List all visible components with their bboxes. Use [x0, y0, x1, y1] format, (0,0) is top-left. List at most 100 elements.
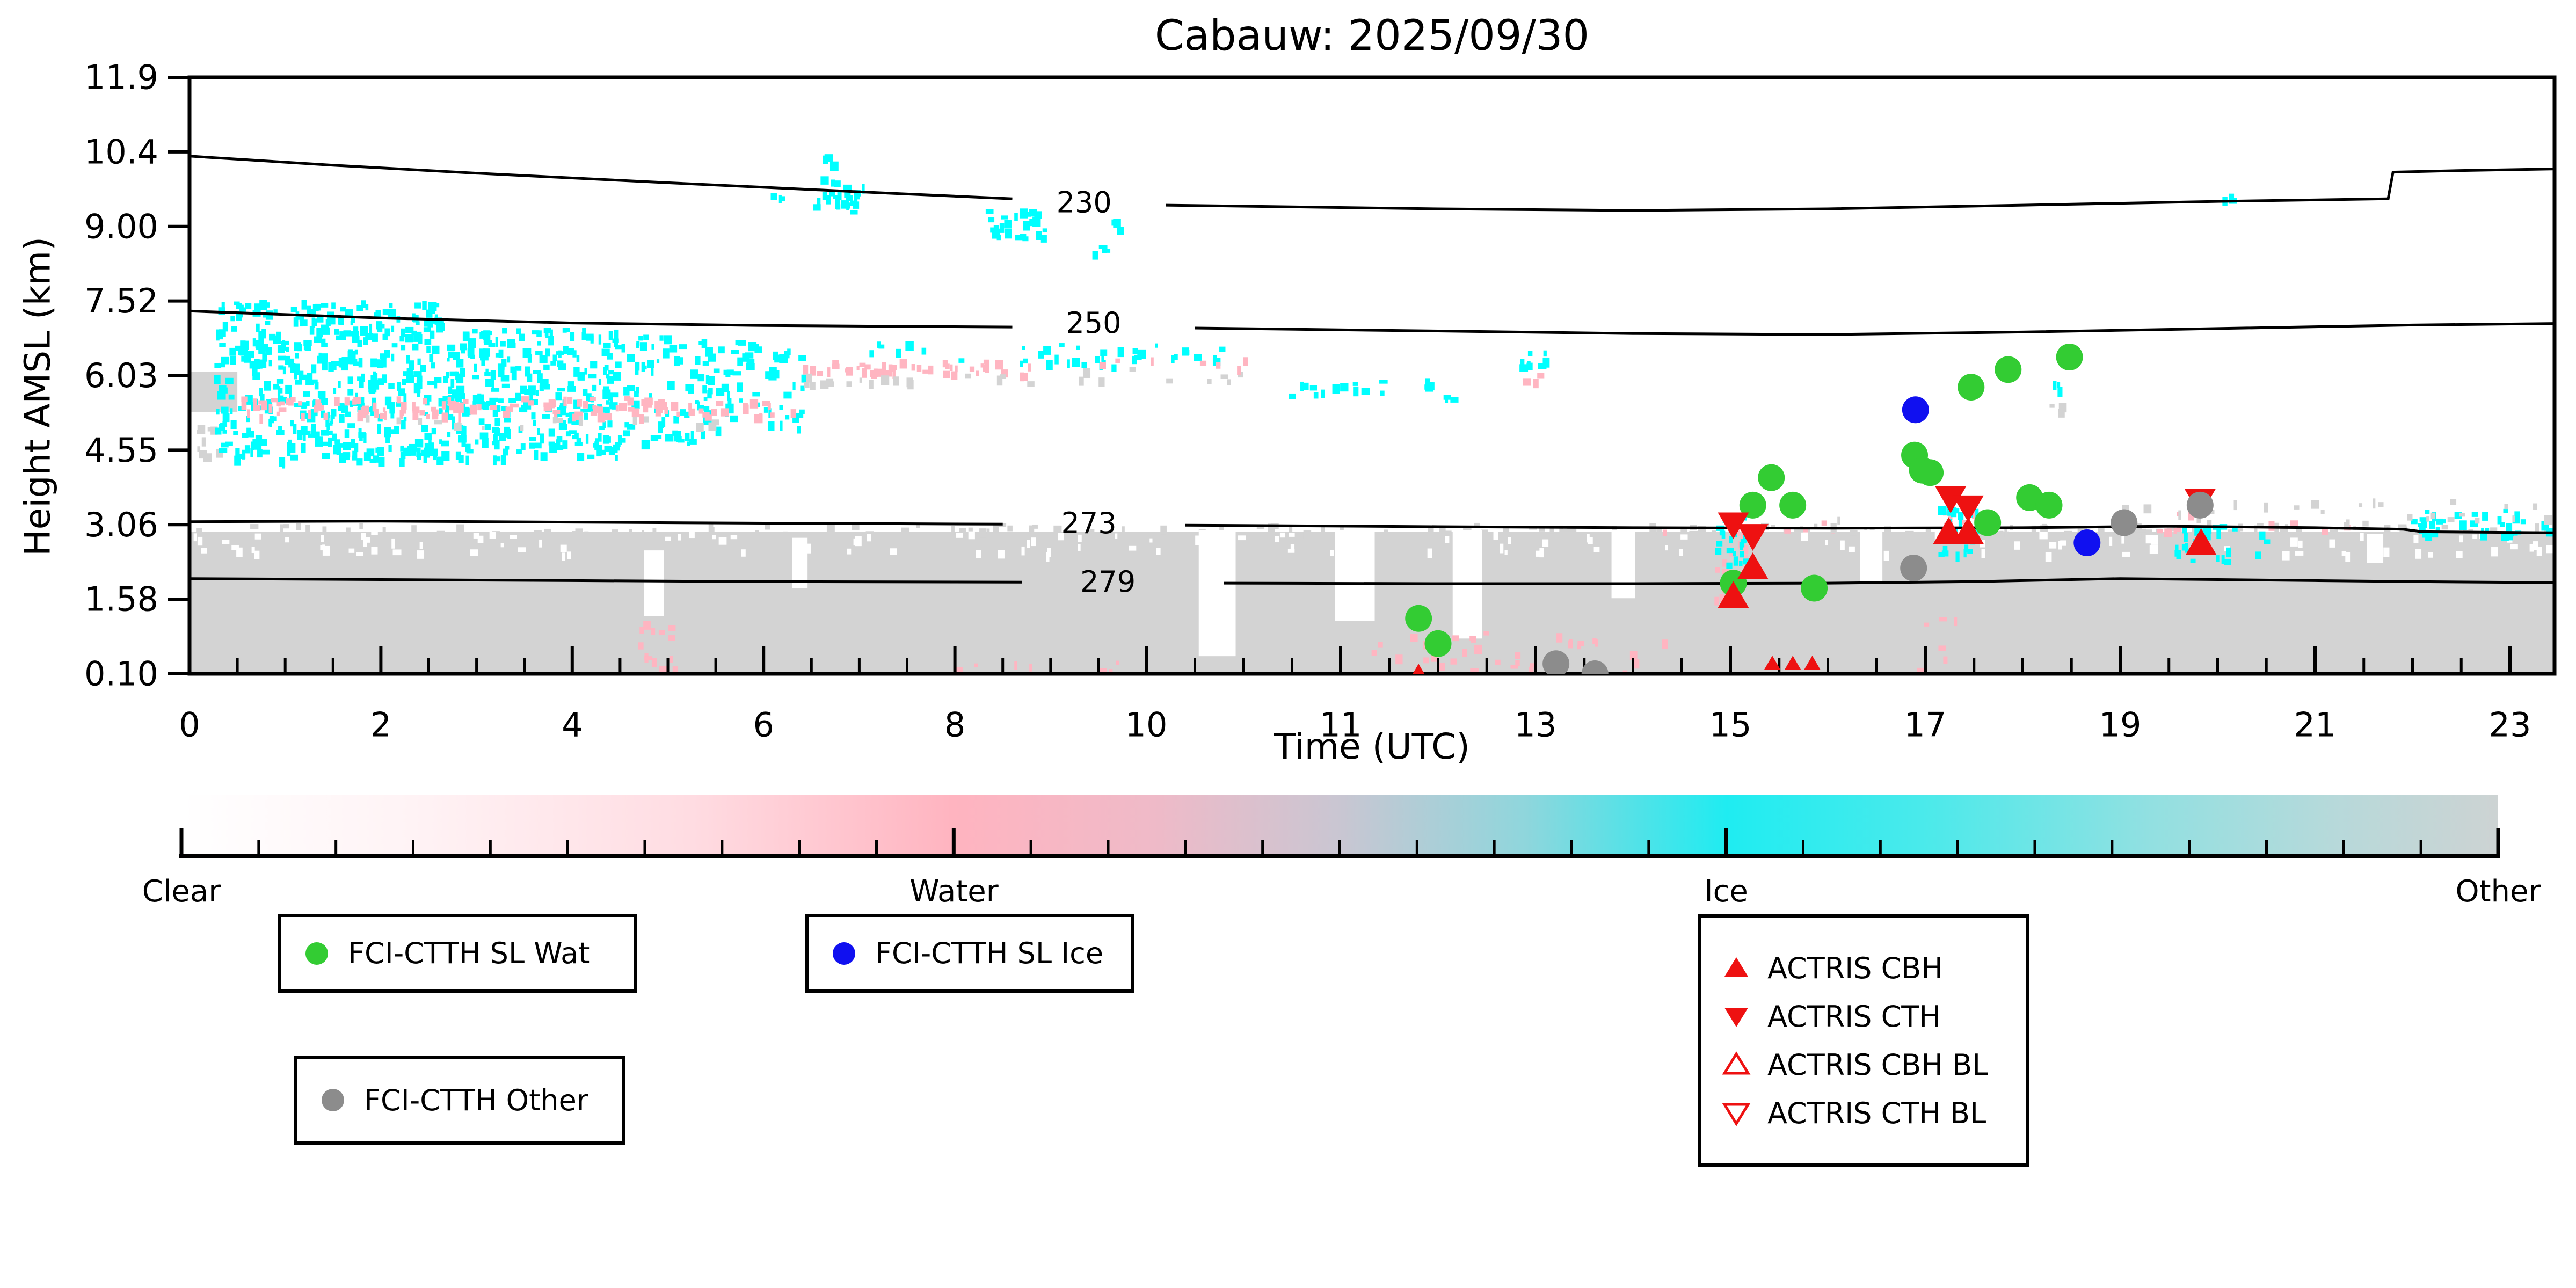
series-fci-ice [1902, 396, 2101, 557]
fci_wat-point [1758, 464, 1785, 491]
contour-label-279: 279 [1080, 565, 1136, 599]
contour-273 [1185, 523, 2555, 534]
legend-label-actris-cth-bl: ACTRIS CTH BL [1767, 1096, 1986, 1130]
cloud-patch-wat [241, 396, 797, 424]
actris_cbh-point [2185, 528, 2217, 555]
x-tick-label: 11 [1320, 705, 1362, 744]
cloud-patch-oth [804, 373, 1035, 391]
cloud-patch-ice [702, 340, 807, 437]
fci_wat-point [1801, 574, 1828, 602]
fci_wat-point [2035, 491, 2063, 519]
cloud-patch-oth [366, 415, 719, 432]
actris_cbh-point [1737, 552, 1769, 579]
cloud-patch-gap [2367, 534, 2384, 563]
legend-item-actris-cth: ACTRIS CTH [1719, 999, 2008, 1034]
colorbar-label-clear: Clear [142, 874, 221, 909]
cloud-patch-oth [2049, 403, 2067, 418]
legend-box-fci-other: FCI-CTTH Other [294, 1056, 625, 1145]
legend-item-actris-cbh: ACTRIS CBH [1719, 951, 2008, 985]
legend-label-fci-wat: FCI-CTTH SL Wat [348, 936, 590, 970]
colorbar [179, 795, 2500, 858]
fci-ctth-other-marker-icon [322, 1089, 344, 1111]
fci_other-point [1900, 554, 1927, 581]
cloud-patch-ice [1289, 381, 1349, 399]
fci_wat-point [1917, 459, 1944, 486]
y-tick-label: 9.00 [84, 207, 158, 246]
contour-label-230: 230 [1057, 186, 1112, 220]
y-tick-label: 4.55 [84, 431, 158, 470]
cloud-patch-gap [1335, 530, 1375, 621]
x-tick-label: 2 [370, 705, 391, 744]
actris_cbh_bl-point [1764, 656, 1781, 670]
actris_cth-point [1935, 486, 1967, 513]
actris_cth-point [1952, 495, 1984, 522]
legend-label-actris-cth: ACTRIS CTH [1767, 999, 1941, 1034]
axis-ticks: 0 2 4 6 8 10 11 13 15 17 19 21 23 0.10 1.58 3.06 4.55 6.0… [84, 58, 2531, 745]
x-tick-label: 21 [2294, 705, 2337, 744]
actris-cth-bl-marker-icon [1722, 1103, 1751, 1126]
cloud-patch-ice [1352, 380, 1388, 397]
fci_other-point [2111, 509, 2138, 536]
actris-cth-marker-icon [1724, 1008, 1748, 1027]
legend-item-actris-cbh-bl: ACTRIS CBH BL [1719, 1047, 2008, 1082]
cloud-patch-ice [214, 300, 445, 469]
fci_other-point [2186, 491, 2214, 519]
x-tick-label: 6 [753, 705, 774, 744]
fci_wat-point [1405, 605, 1432, 632]
cloud-patch-ice [770, 193, 785, 203]
contour-230 [190, 155, 1013, 200]
legend-box-actris: ACTRIS CBH ACTRIS CTH ACTRIS CBH BL ACTR… [1698, 914, 2029, 1167]
cloud-patch-ice [869, 341, 965, 363]
actris_cbh-point [1718, 581, 1749, 608]
cloud-patch-ice [813, 176, 865, 215]
legend-label-fci-ice: FCI-CTTH SL Ice [875, 936, 1104, 970]
fci_ice-point [1902, 396, 1929, 424]
y-tick-label: 6.03 [84, 356, 158, 395]
x-tick-label: 10 [1125, 705, 1168, 744]
actris_cbh_bl-point [1785, 656, 1801, 670]
cloud-patch-gap [644, 550, 664, 616]
y-tick-label: 10.4 [84, 132, 158, 171]
cloud-patch-wat [638, 621, 678, 674]
series-actris-cbh [1718, 517, 2217, 608]
contour-label-250: 250 [1066, 306, 1121, 340]
colorbar-label-other: Other [2455, 874, 2541, 909]
legend-item-fci-ice: FCI-CTTH SL Ice [827, 936, 1112, 971]
series-fci-wat [1405, 344, 2083, 657]
cloud-patch-gap [1611, 530, 1635, 599]
legend-item-actris-cth-bl: ACTRIS CTH BL [1719, 1096, 2008, 1130]
actris_cbh-point [1952, 517, 1984, 544]
cloud-patch-ice [1443, 395, 1459, 403]
x-tick-label: 23 [2489, 705, 2531, 744]
actris_cth-point [1737, 524, 1769, 551]
contour-279 [190, 577, 1022, 584]
actris-cbh-marker-icon [1724, 957, 1748, 977]
cloud-patch-gap [792, 537, 808, 588]
cloud-patch-gap [1198, 530, 1236, 657]
cloud-patch-ice [1111, 219, 1124, 235]
fci_wat-point [1779, 491, 1807, 519]
x-tick-label: 17 [1904, 705, 1947, 744]
x-tick-label: 15 [1709, 705, 1752, 744]
cloud-patch-ice [1519, 350, 1550, 372]
x-tick-label: 4 [562, 705, 583, 744]
legend-label-actris-cbh-bl: ACTRIS CBH BL [1767, 1047, 1989, 1082]
cloud-patch-wat [1099, 357, 1248, 375]
contour-230 [1166, 168, 2555, 212]
cloud-patch-ice [1092, 245, 1111, 260]
fci-ctth-sl-ice-marker-icon [833, 942, 855, 965]
y-tick-label: 7.52 [84, 281, 158, 321]
cloud-patch-ice [2255, 531, 2271, 559]
contour-273 [190, 520, 1003, 526]
colorbar-label-ice: Ice [1704, 874, 1748, 909]
contour-279 [1224, 577, 2555, 585]
actris-cbh-bl-marker-icon [1722, 1051, 1751, 1075]
x-axis-title: Time (UTC) [1274, 726, 1470, 767]
y-tick-label: 0.10 [84, 654, 158, 694]
contour-250 [1195, 322, 2555, 336]
fci_ice-point [2073, 529, 2101, 557]
page-title: Cabauw: 2025/09/30 [1154, 12, 1590, 60]
legend-item-fci-wat: FCI-CTTH SL Wat [300, 936, 615, 971]
